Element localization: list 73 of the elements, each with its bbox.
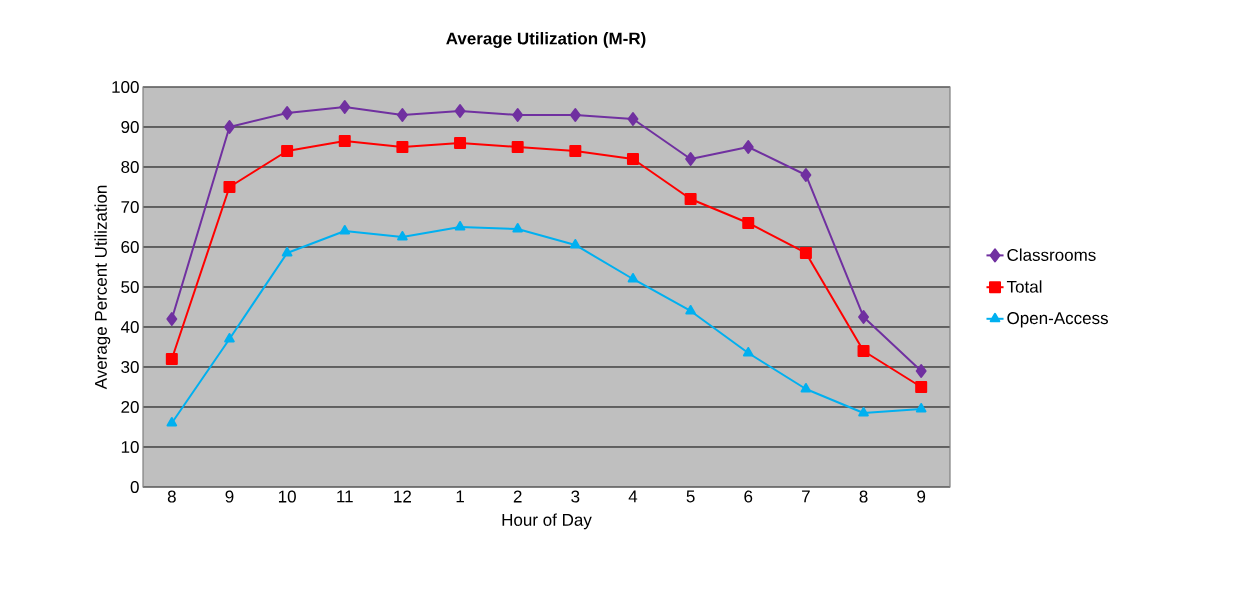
point [742,139,754,154]
x-tick-label: 10 [278,490,296,503]
y-tick-label: 100 [112,80,139,94]
point [742,216,755,229]
x-tick-label: 6 [744,490,753,503]
point [224,332,235,343]
point [858,406,869,417]
x-tick-label: 1 [456,490,464,503]
chart-title: Average Utilization (M-R) [446,32,646,48]
point [223,119,235,134]
point [281,105,293,120]
point [166,416,178,427]
point [339,99,351,114]
point [454,136,467,149]
legend-label: Open-Access [1007,312,1108,328]
point [626,152,639,165]
point [339,224,351,235]
y-tick-label: 40 [120,320,139,334]
point [512,222,524,233]
y-tick-label: 0 [130,480,139,494]
y-tick-label: 70 [121,200,139,214]
point [857,344,870,357]
point [800,382,812,393]
point [454,220,466,231]
point [742,346,754,357]
point [915,402,927,413]
legend-label: Classrooms [1007,248,1096,261]
point [511,140,524,153]
x-tick-label: 12 [394,490,411,503]
x-tick-label: 5 [686,490,695,503]
point [685,304,696,315]
x-tick-label: 8 [167,490,176,503]
point [396,107,408,122]
point [512,107,524,122]
point [915,380,928,393]
point [165,352,178,365]
point [685,151,697,166]
point [915,363,927,378]
x-tick-label: 8 [859,490,868,503]
point [684,192,697,205]
point [627,111,639,126]
legend-label: Total [1006,280,1042,293]
x-tick-label: 3 [571,490,580,503]
y-tick-label: 80 [121,160,139,174]
y-tick-label: 50 [121,280,139,294]
point [396,140,409,153]
x-tick-label: 9 [917,490,926,503]
point [281,144,294,157]
point [166,311,178,326]
point [627,272,639,283]
point [569,107,581,122]
point [570,238,581,249]
y-tick-label: 30 [121,360,139,374]
point [858,309,870,324]
point [338,134,351,147]
x-tick-label: 2 [513,490,522,503]
point [223,180,236,193]
point [800,167,812,182]
point [281,246,293,257]
y-axis-title: Average Percent Utilization [94,185,111,390]
x-tick-label: 9 [225,490,234,503]
y-tick-label: 10 [121,440,139,454]
y-tick-label: 60 [121,240,139,254]
y-tick-label: 20 [121,400,139,414]
point [569,144,582,157]
x-tick-label: 7 [802,490,810,503]
point [799,246,812,259]
y-tick-label: 90 [121,120,139,134]
x-tick-label: 11 [337,490,353,503]
x-axis-title: Hour of Day [502,513,592,530]
point [397,230,408,241]
point [454,103,466,118]
x-tick-label: 4 [628,490,638,503]
